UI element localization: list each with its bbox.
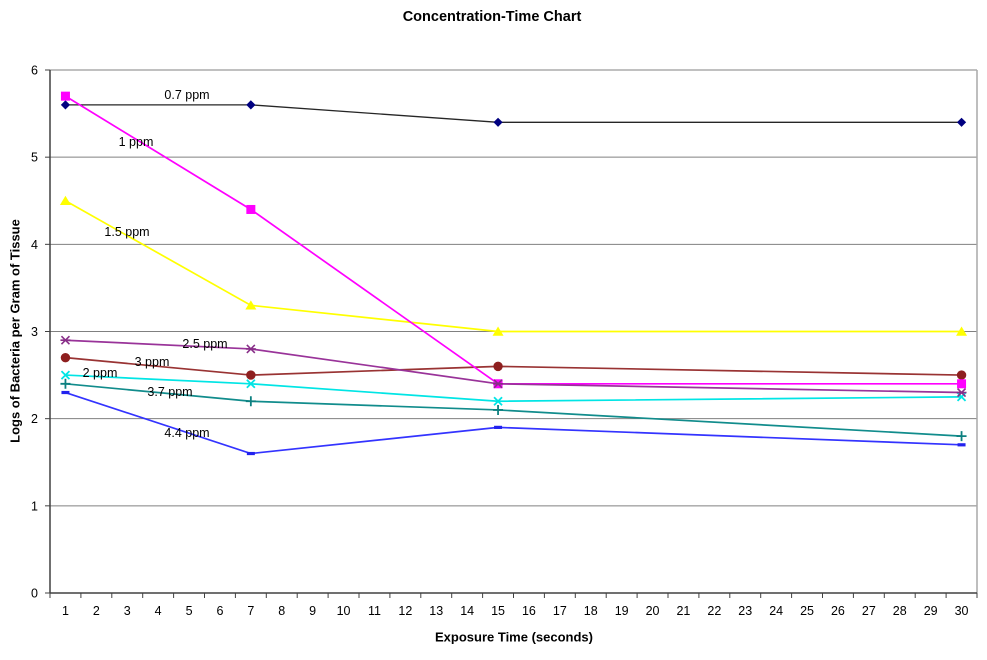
series-line-3.7-ppm <box>65 382 962 437</box>
series-2.5-ppm <box>60 335 967 398</box>
series-label-3.7-ppm: 3.7 ppm <box>147 385 193 399</box>
x-tick-label-19: 19 <box>615 604 629 618</box>
x-tick-label-25: 25 <box>800 604 814 618</box>
series-3.7-ppm <box>60 378 967 442</box>
y-tick-label-4: 4 <box>31 238 38 252</box>
series-line-2-ppm <box>65 374 962 403</box>
y-tick-label-2: 2 <box>31 412 38 426</box>
series-0.7-ppm <box>60 100 967 127</box>
x-tick-label-4: 4 <box>155 604 162 618</box>
x-tick-label-28: 28 <box>893 604 907 618</box>
y-tick-label-1: 1 <box>31 499 38 513</box>
x-tick-label-16: 16 <box>522 604 536 618</box>
series-line-1.5-ppm <box>65 200 962 333</box>
series-line-0.7-ppm <box>65 104 962 123</box>
x-tick-label-11: 11 <box>368 604 381 618</box>
x-tick-label-14: 14 <box>460 604 474 618</box>
x-tick-label-22: 22 <box>707 604 721 618</box>
x-tick-label-24: 24 <box>769 604 783 618</box>
series-label-3-ppm: 3 ppm <box>134 355 170 369</box>
series-label-0.7-ppm: 0.7 ppm <box>164 88 210 102</box>
x-tick-label-1: 1 <box>62 604 69 618</box>
series-1.5-ppm <box>59 195 968 336</box>
series-line-1-ppm <box>65 95 962 385</box>
y-tick-label-6: 6 <box>31 64 38 78</box>
series-line-2.5-ppm <box>65 339 962 394</box>
y-tick-label-5: 5 <box>31 151 38 165</box>
series-label-2.5-ppm: 2.5 ppm <box>182 337 228 351</box>
x-tick-label-13: 13 <box>429 604 443 618</box>
x-tick-label-5: 5 <box>186 604 193 618</box>
x-tick-label-21: 21 <box>676 604 690 618</box>
y-tick-label-0: 0 <box>31 587 38 601</box>
series-line-4.4-ppm <box>65 391 962 455</box>
x-tick-label-29: 29 <box>924 604 938 618</box>
series-line-3-ppm <box>65 356 962 376</box>
chart-title: Concentration-Time Chart <box>402 9 582 25</box>
series-3-ppm <box>60 352 967 380</box>
x-tick-label-7: 7 <box>247 604 254 618</box>
series-2-ppm <box>60 370 967 406</box>
x-tick-label-20: 20 <box>646 604 660 618</box>
x-tick-label-12: 12 <box>398 604 412 618</box>
x-axis-title: Exposure Time (seconds) <box>435 629 593 645</box>
x-tick-label-9: 9 <box>309 604 316 618</box>
series-label-1.5-ppm: 1.5 ppm <box>104 225 150 239</box>
x-tick-label-8: 8 <box>278 604 285 618</box>
x-tick-label-6: 6 <box>216 604 223 618</box>
x-tick-label-17: 17 <box>553 604 567 618</box>
x-tick-label-27: 27 <box>862 604 876 618</box>
x-tick-label-15: 15 <box>491 604 505 618</box>
series-label-4.4-ppm: 4.4 ppm <box>164 426 210 440</box>
x-tick-label-10: 10 <box>337 604 351 618</box>
x-tick-label-2: 2 <box>93 604 100 618</box>
series-label-2-ppm: 2 ppm <box>82 366 118 380</box>
x-tick-label-3: 3 <box>124 604 131 618</box>
x-tick-label-23: 23 <box>738 604 752 618</box>
x-tick-label-18: 18 <box>584 604 598 618</box>
series-4.4-ppm <box>61 390 966 456</box>
x-tick-label-30: 30 <box>955 604 969 618</box>
x-tick-label-26: 26 <box>831 604 845 618</box>
series-label-1-ppm: 1 ppm <box>118 135 154 149</box>
y-tick-label-3: 3 <box>31 325 38 339</box>
